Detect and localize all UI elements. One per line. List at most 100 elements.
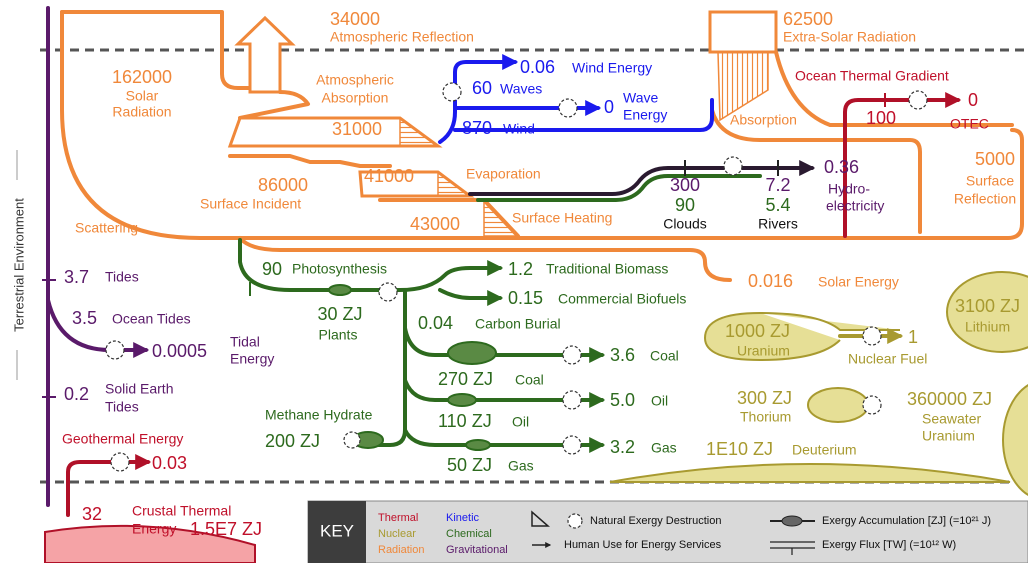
label: Scattering [75, 220, 138, 236]
label: Uranium [737, 343, 790, 359]
value: 162000 [112, 67, 172, 87]
value: 100 [866, 108, 896, 128]
label: Carbon Burial [475, 316, 561, 332]
label: Seawater [922, 411, 981, 427]
key-title: KEY [320, 521, 354, 540]
key [307, 500, 1028, 563]
label: Surface [966, 173, 1014, 189]
value: 1.2 [508, 259, 533, 279]
hydro-flow [468, 160, 816, 196]
value: 1E10 ZJ [706, 439, 773, 459]
geo-flow [66, 454, 152, 517]
deuterium-stock [609, 463, 1011, 483]
value: 1 [908, 327, 918, 347]
label: Tidal [230, 334, 260, 350]
key-color: Radiation [378, 544, 424, 556]
value: 3.2 [610, 437, 635, 457]
label: Commercial Biofuels [558, 291, 686, 307]
key-symbol: Exergy Accumulation [ZJ] (=10²¹ J) [822, 515, 991, 527]
label: Solar Energy [818, 274, 899, 290]
label: Radiation [112, 104, 171, 120]
value: 0.2 [64, 384, 89, 404]
hatch [399, 116, 441, 147]
reflection-edge [774, 50, 1014, 127]
plants-stock [328, 284, 352, 296]
gravitational-flows [42, 6, 816, 507]
value: 43000 [410, 214, 460, 234]
key-color: Nuclear [378, 528, 416, 540]
value: 1000 ZJ [725, 321, 790, 341]
destruction [562, 435, 582, 455]
label: Methane Hydrate [265, 407, 373, 423]
label: Oil [512, 414, 529, 430]
label: Surface Incident [200, 196, 301, 212]
label: Geothermal Energy [62, 431, 183, 447]
gas-flow [403, 428, 606, 453]
value: 0.06 [520, 57, 555, 77]
destruction [723, 156, 743, 176]
value: 34000 [330, 9, 380, 29]
label: Coal [515, 372, 544, 388]
label: Ocean Tides [112, 311, 191, 327]
key-symbol: Exergy Flux [TW] (=10¹² W) [822, 539, 956, 551]
label: Tides [105, 269, 139, 285]
value: 90 [675, 195, 695, 215]
label: Surface Heating [512, 210, 612, 226]
label: Evaporation [466, 166, 541, 182]
extra-solar-box [708, 10, 778, 54]
value: 3.5 [72, 308, 97, 328]
key-stock-icon [781, 515, 803, 527]
key-flux-icon [770, 541, 815, 555]
solar-energy-flow [238, 236, 732, 282]
value: 0.03 [152, 453, 187, 473]
radiation-flows [60, 10, 1024, 282]
thermal-flows [44, 90, 962, 563]
key-symbol: Natural Exergy Destruction [590, 515, 721, 527]
destruction [343, 431, 361, 449]
value: 30 ZJ [317, 304, 362, 324]
label: Extra-Solar Radiation [783, 29, 916, 45]
scatter-edge [60, 10, 1024, 240]
label: Waves [500, 81, 542, 97]
key-color: Thermal [378, 512, 418, 524]
thorium-stock [807, 387, 869, 423]
label: Coal [650, 348, 679, 364]
value: 300 ZJ [737, 388, 792, 408]
destruction [562, 345, 582, 365]
value: 0.15 [508, 288, 543, 308]
key-color: Gravitational [446, 544, 508, 556]
nuclear-stocks [609, 271, 1028, 497]
fossil-trunk [376, 290, 407, 447]
label: Solar [126, 88, 159, 104]
value: 3.6 [610, 345, 635, 365]
value: 200 ZJ [265, 431, 320, 451]
value: 5.0 [610, 390, 635, 410]
destruction [110, 452, 130, 472]
kinetic-flows [438, 54, 714, 144]
value: 0.04 [418, 313, 453, 333]
destruction [558, 98, 578, 118]
value: 3100 ZJ [955, 296, 1020, 316]
value: 60 [472, 78, 492, 98]
destruction [908, 90, 928, 110]
label: Atmospheric Reflection [330, 29, 474, 45]
destruction [442, 82, 462, 102]
value: 7.2 [765, 175, 790, 195]
key-destruction-icon [567, 513, 583, 529]
label: Crustal Thermal [132, 503, 231, 519]
value: 270 ZJ [438, 369, 493, 389]
label: Atmospheric [316, 72, 394, 88]
label: Solid Earth [105, 381, 173, 397]
destruction [862, 326, 882, 346]
coal-flow [403, 326, 606, 363]
label: Thorium [740, 409, 791, 425]
gas-stock [465, 439, 491, 451]
hatch [717, 51, 769, 122]
value: 41000 [364, 166, 414, 186]
label: Clouds [663, 216, 707, 232]
key-title-box [308, 501, 366, 563]
key-box [307, 500, 1028, 563]
value: 360000 ZJ [907, 389, 992, 409]
destruction [378, 282, 398, 302]
value: 0.016 [748, 271, 793, 291]
